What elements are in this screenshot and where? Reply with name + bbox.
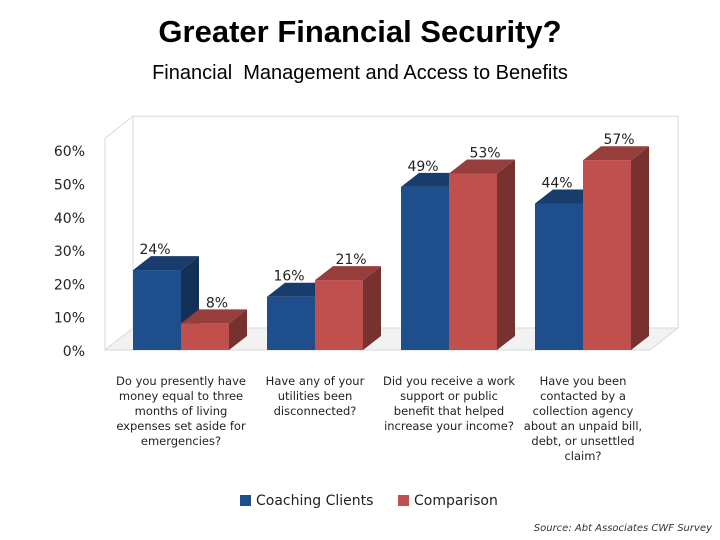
y-tick-label: 30%: [54, 244, 85, 260]
bar-top: [449, 159, 515, 174]
y-tick-label: 60%: [54, 144, 85, 160]
bar-top: [315, 266, 381, 281]
y-tick-label: 0%: [63, 344, 85, 360]
legend-label: Comparison: [414, 493, 498, 509]
bar: [535, 203, 583, 350]
x-tick-label: emergencies?: [141, 434, 221, 448]
bar: [181, 323, 229, 350]
x-tick-label: benefit that helped: [394, 404, 504, 418]
bar-side: [497, 159, 515, 350]
x-tick-label: Did you receive a work: [383, 374, 515, 388]
bar: [133, 270, 181, 350]
bar: [401, 186, 449, 350]
x-tick-label: Do you presently have: [116, 374, 246, 388]
x-tick-label: money equal to three: [119, 389, 243, 403]
y-tick-label: 40%: [54, 211, 85, 227]
bar: [449, 173, 497, 350]
x-tick-label: utilities been: [278, 389, 353, 403]
x-tick-label: about an unpaid bill,: [524, 419, 642, 433]
x-tick-label: increase your income?: [384, 419, 514, 433]
data-label: 24%: [139, 242, 170, 258]
data-label: 21%: [335, 252, 366, 268]
x-tick-label: claim?: [564, 449, 601, 463]
bar: [267, 296, 315, 350]
bar-side: [229, 309, 247, 350]
data-label: 16%: [273, 269, 304, 285]
y-tick-label: 20%: [54, 277, 85, 293]
side-wall: [104, 115, 134, 352]
x-tick-label: Have you been: [540, 374, 627, 388]
x-tick-label: support or public: [400, 389, 498, 403]
bar-side: [631, 146, 649, 350]
chart-subtitle: Financial Management and Access to Benef…: [152, 62, 568, 84]
bar-top: [583, 146, 649, 161]
bar: [583, 160, 631, 350]
bar: [315, 280, 363, 350]
bar-top: [133, 256, 199, 271]
legend-label: Coaching Clients: [256, 493, 373, 509]
data-label: 8%: [206, 295, 228, 311]
data-label: 53%: [469, 146, 500, 162]
data-label: 49%: [407, 159, 438, 175]
data-label: 57%: [603, 132, 634, 148]
x-tick-label: contacted by a: [540, 389, 626, 403]
bar-top: [181, 309, 247, 324]
y-tick-label: 50%: [54, 178, 85, 194]
legend-swatch: [240, 495, 251, 506]
source-note: Source: Abt Associates CWF Survey: [533, 523, 712, 534]
x-tick-label: collection agency: [533, 404, 634, 418]
data-label: 44%: [541, 175, 572, 191]
y-tick-label: 10%: [54, 311, 85, 327]
x-tick-label: months of living: [135, 404, 228, 418]
x-tick-label: disconnected?: [274, 404, 357, 418]
bar-side: [363, 266, 381, 350]
x-tick-label: debt, or unsettled: [531, 434, 634, 448]
x-tick-label: expenses set aside for: [116, 419, 246, 433]
legend-swatch: [398, 495, 409, 506]
x-tick-label: Have any of your: [266, 374, 365, 388]
chart-title: Greater Financial Security?: [158, 14, 562, 49]
